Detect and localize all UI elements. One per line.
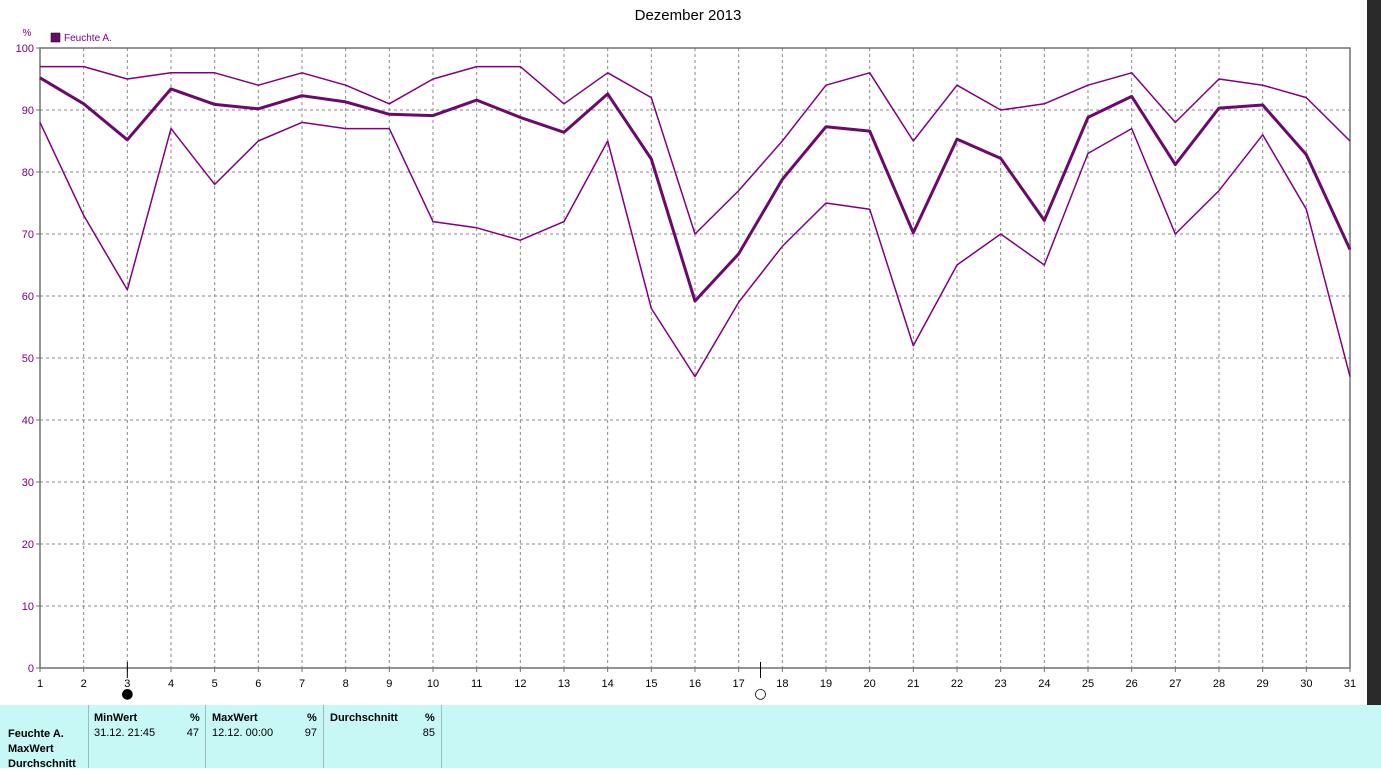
column-divider bbox=[323, 705, 324, 768]
y-tick-label: 60 bbox=[22, 291, 34, 303]
x-tick-label: 3 bbox=[124, 678, 130, 690]
max-column-header: MaxWert bbox=[212, 712, 258, 724]
summary-panel: Feuchte A. MaxWert Durchschnitt MinWert … bbox=[0, 705, 1381, 770]
min-column-header: MinWert bbox=[94, 712, 138, 724]
max-value: 97 bbox=[304, 727, 317, 739]
x-tick-label: 19 bbox=[820, 678, 832, 690]
x-tick-label: 7 bbox=[299, 678, 305, 690]
chart-title: Dezember 2013 bbox=[635, 7, 742, 24]
legend-label: Feuchte A. bbox=[64, 33, 112, 44]
x-tick-label: 13 bbox=[558, 678, 570, 690]
y-tick-label: 70 bbox=[22, 229, 34, 241]
y-tick-label: 80 bbox=[22, 167, 34, 179]
avg-column-header: Durchschnitt bbox=[330, 712, 398, 724]
full-moon-icon: ○ bbox=[754, 686, 766, 702]
min-time-value: 31.12. 21:45 bbox=[94, 727, 156, 739]
x-tick-label: 11 bbox=[471, 678, 482, 690]
x-tick-label: 17 bbox=[733, 678, 745, 690]
x-tick-label: 24 bbox=[1038, 678, 1050, 690]
column-divider bbox=[205, 705, 206, 768]
avg-value: 85 bbox=[422, 727, 435, 739]
avg-column-unit: % bbox=[425, 712, 435, 724]
summary-row-label: Feuchte A. bbox=[8, 728, 64, 740]
y-tick-label: 50 bbox=[22, 353, 34, 365]
y-tick-label: 0 bbox=[28, 663, 34, 675]
x-tick-label: 25 bbox=[1082, 678, 1094, 690]
x-tick-label: 15 bbox=[645, 678, 657, 690]
x-tick-label: 20 bbox=[864, 678, 876, 690]
y-axis-unit-label: % bbox=[23, 28, 32, 39]
x-tick-label: 1 bbox=[37, 678, 43, 690]
new-moon-icon: ● bbox=[121, 686, 133, 702]
legend-swatch bbox=[50, 32, 61, 43]
column-divider bbox=[441, 705, 442, 768]
y-tick-label: 90 bbox=[22, 105, 34, 117]
x-tick-label: 2 bbox=[81, 678, 87, 690]
moon-phase-markers: ● ○ bbox=[121, 662, 767, 702]
x-tick-label: 30 bbox=[1300, 678, 1312, 690]
y-tick-label: 40 bbox=[22, 415, 34, 427]
window-edge-bar bbox=[1367, 0, 1381, 705]
summary-row-label: Durchschnitt bbox=[8, 758, 76, 770]
max-time-value: 12.12. 00:00 bbox=[212, 727, 274, 739]
series-line-max bbox=[40, 65, 1351, 235]
x-tick-label: 18 bbox=[776, 678, 788, 690]
column-divider bbox=[88, 705, 89, 768]
y-tick-label: 30 bbox=[22, 477, 34, 489]
legend: Feuchte A. bbox=[50, 32, 112, 44]
x-tick-label: 12 bbox=[514, 678, 526, 690]
x-tick-label: 28 bbox=[1213, 678, 1225, 690]
x-tick-label: 26 bbox=[1126, 678, 1138, 690]
x-tick-label: 14 bbox=[602, 678, 614, 690]
max-column-unit: % bbox=[307, 712, 317, 724]
y-tick-label: 100 bbox=[16, 43, 34, 55]
series-line-min bbox=[39, 121, 1351, 378]
series-line-avg bbox=[39, 76, 1352, 303]
x-tick-label: 6 bbox=[255, 678, 261, 690]
x-tick-label: 10 bbox=[427, 678, 439, 690]
x-tick-label: 31 bbox=[1344, 678, 1356, 690]
y-tick-label: 10 bbox=[22, 601, 34, 613]
x-tick-label: 5 bbox=[212, 678, 218, 690]
min-column-unit: % bbox=[190, 712, 200, 724]
x-tick-label: 22 bbox=[951, 678, 963, 690]
x-tick-label: 21 bbox=[907, 678, 919, 690]
x-tick-label: 16 bbox=[689, 678, 701, 690]
x-tick-label: 9 bbox=[386, 678, 392, 690]
x-tick-label: 27 bbox=[1169, 678, 1181, 690]
x-tick-label: 23 bbox=[995, 678, 1007, 690]
x-tick-label: 4 bbox=[168, 678, 174, 690]
series-lines bbox=[39, 65, 1352, 378]
x-tick-label: 29 bbox=[1257, 678, 1269, 690]
y-tick-label: 20 bbox=[22, 539, 34, 551]
humidity-chart: Dezember 2013 % Feuchte A. 0 10 20 30 40 50 60… bbox=[16, 7, 1356, 702]
grid bbox=[40, 48, 1350, 668]
summary-row-label: MaxWert bbox=[8, 743, 54, 755]
x-tick-label: 8 bbox=[343, 678, 349, 690]
min-value: 47 bbox=[186, 727, 199, 739]
